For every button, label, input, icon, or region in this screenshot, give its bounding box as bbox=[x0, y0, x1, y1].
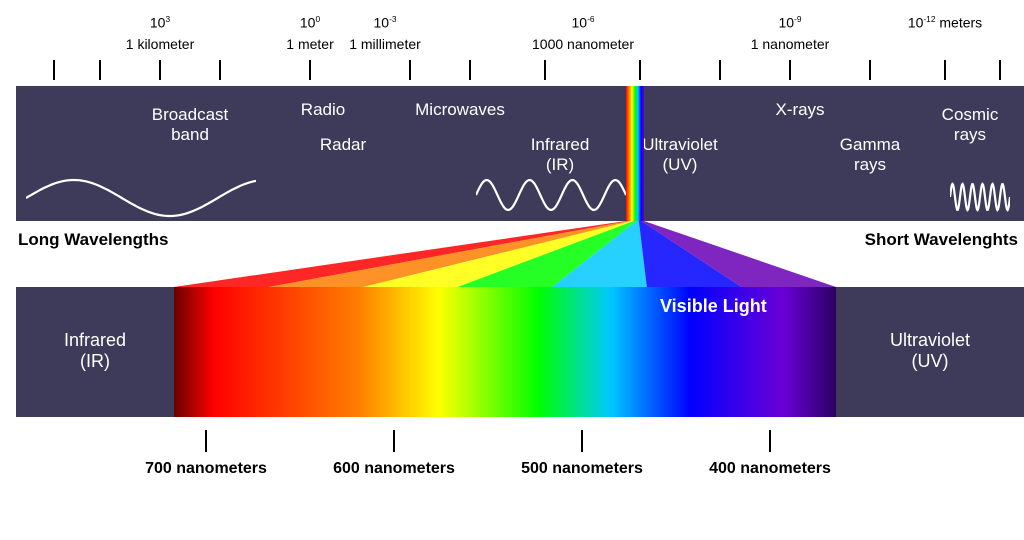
expansion-cone bbox=[0, 0, 1024, 540]
nm-label: 700 nanometers bbox=[145, 460, 267, 478]
nm-tick bbox=[205, 430, 207, 452]
nm-label: 500 nanometers bbox=[521, 460, 643, 478]
ultraviolet-label: Ultraviolet(UV) bbox=[890, 330, 970, 371]
visible-light-label: Visible Light bbox=[660, 296, 767, 317]
nm-tick bbox=[393, 430, 395, 452]
em-spectrum-diagram: { "diagram": { "type": "infographic", "w… bbox=[0, 0, 1024, 540]
nm-label: 600 nanometers bbox=[333, 460, 455, 478]
nm-tick bbox=[769, 430, 771, 452]
infrared-label: Infrared(IR) bbox=[64, 330, 126, 371]
nm-label: 400 nanometers bbox=[709, 460, 831, 478]
nm-tick bbox=[581, 430, 583, 452]
